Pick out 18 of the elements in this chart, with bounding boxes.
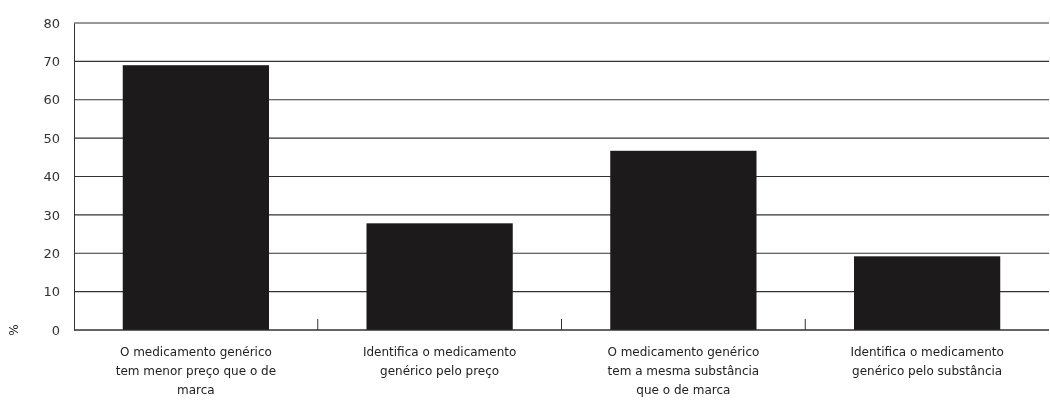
- y-tick-label: 50: [43, 130, 60, 146]
- bar: [854, 256, 1001, 330]
- bar: [366, 223, 513, 330]
- y-tick-label: 60: [43, 92, 60, 108]
- bar: [122, 65, 269, 330]
- x-tick-label: O medicamento genérico tem a mesma substância que o de marca: [607, 345, 760, 397]
- x-tick-label: O medicamento genérico tem menor preço que o de marca: [115, 345, 277, 397]
- y-tick-label: 20: [43, 245, 60, 261]
- y-tick-label: 0: [51, 322, 60, 338]
- y-tick-label: 10: [43, 284, 60, 300]
- bar: [610, 150, 757, 330]
- x-tick-label: Identifica o medicamento genérico pelo preço: [362, 345, 517, 378]
- y-tick-label: 70: [43, 54, 60, 70]
- y-tick-label: 80: [43, 15, 60, 31]
- y-tick-label: 30: [43, 207, 60, 223]
- y-tick-label: 40: [43, 169, 60, 185]
- y-axis-title: %: [7, 324, 21, 336]
- x-tick-label: Identifica o medicamento genérico pelo substância: [850, 345, 1004, 378]
